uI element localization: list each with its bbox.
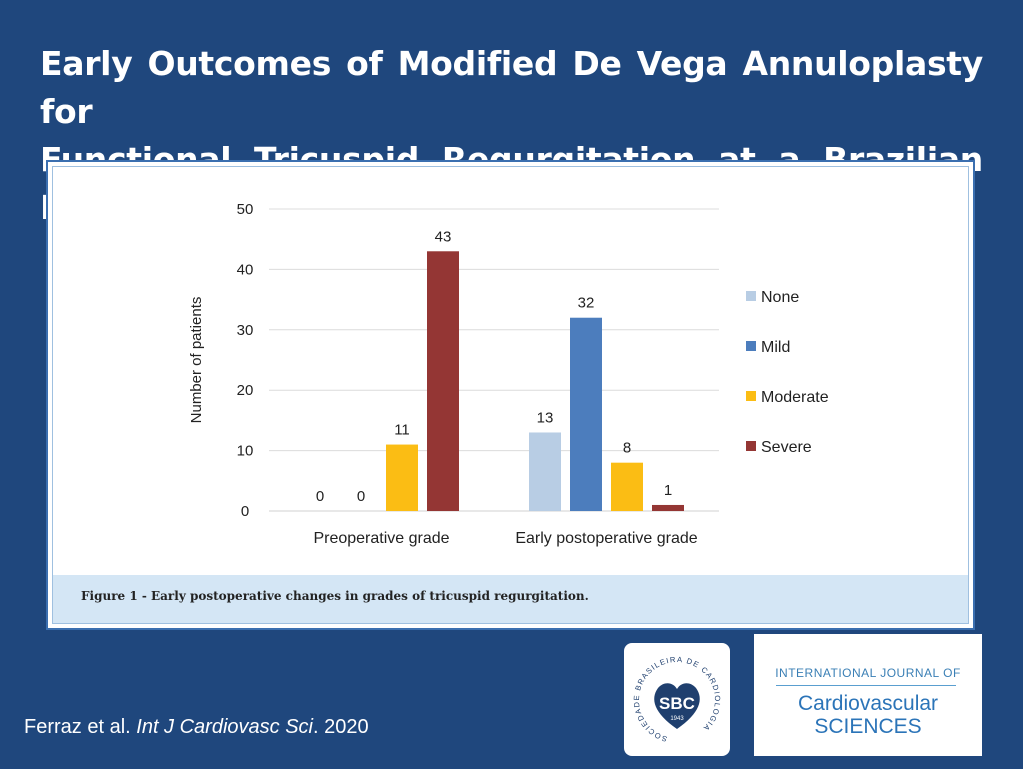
bar: [611, 462, 643, 511]
data-label: 1: [664, 482, 672, 499]
y-tick-label: 30: [237, 322, 254, 339]
bar: [386, 444, 418, 511]
legend-label: Moderate: [761, 389, 829, 406]
citation-journal: Int J Cardiovasc Sci: [136, 716, 313, 738]
ijcs-logo: INTERNATIONAL JOURNAL OF Cardiovascular …: [754, 634, 982, 756]
legend-swatch: [746, 341, 756, 351]
bar: [427, 251, 459, 511]
figure-caption: Figure 1 - Early postoperative changes i…: [81, 589, 589, 603]
sbc-logo: SOCIEDADE BRASILEIRA DE CARDIOLOGIA SBC …: [624, 643, 730, 756]
title-line-1: Early Outcomes of Modified De Vega Annul…: [40, 44, 983, 131]
legend-label: Mild: [761, 339, 790, 356]
data-label: 43: [435, 228, 452, 245]
bar: [652, 504, 684, 511]
caption-bar: Figure 1 - Early postoperative changes i…: [53, 575, 968, 623]
y-tick-label: 40: [237, 261, 254, 278]
y-tick-label: 10: [237, 443, 254, 460]
sbc-heart-icon: [654, 683, 700, 729]
bar-chart: 0 10 20 30 40 50 Number of patients 0 0 11 43 Preop…: [188, 201, 829, 547]
y-tick-label: 50: [237, 201, 254, 218]
legend-label: Severe: [761, 439, 812, 456]
ijcs-divider: [776, 685, 956, 686]
data-label: 11: [394, 422, 410, 439]
data-label: 0: [316, 488, 324, 505]
ijcs-line1: Cardiovascular: [797, 692, 939, 715]
ijcs-journal-name: Cardiovascular SCIENCES: [754, 692, 982, 738]
figure-inner: 0 10 20 30 40 50 Number of patients 0 0 11 43 Preop…: [52, 166, 969, 624]
y-axis-label: Number of patients: [188, 297, 205, 424]
figure-panel: 0 10 20 30 40 50 Number of patients 0 0 11 43 Preop…: [46, 160, 975, 630]
ijcs-line2: SCIENCES: [814, 715, 922, 738]
y-tick-label: 0: [241, 503, 249, 520]
legend-swatch: [746, 291, 756, 301]
sbc-seal-icon: SOCIEDADE BRASILEIRA DE CARDIOLOGIA SBC …: [632, 655, 721, 744]
bar: [570, 317, 602, 511]
ijcs-top-text: INTERNATIONAL JOURNAL OF: [775, 666, 961, 680]
sbc-abbr: SBC: [659, 694, 695, 713]
x-tick-label: Preoperative grade: [313, 530, 449, 547]
citation-year: . 2020: [313, 716, 369, 738]
data-label: 32: [578, 295, 595, 312]
legend-swatch: [746, 441, 756, 451]
sbc-year: 1943: [670, 716, 684, 722]
y-tick-label: 20: [237, 382, 254, 399]
citation: Ferraz et al. Int J Cardiovasc Sci. 2020: [24, 716, 369, 739]
data-label: 13: [537, 409, 554, 426]
legend-swatch: [746, 391, 756, 401]
bar: [529, 432, 561, 511]
x-tick-label: Early postoperative grade: [515, 530, 697, 547]
data-label: 0: [357, 488, 365, 505]
legend-label: None: [761, 289, 799, 306]
data-label: 8: [623, 440, 631, 457]
citation-authors: Ferraz et al.: [24, 716, 131, 738]
